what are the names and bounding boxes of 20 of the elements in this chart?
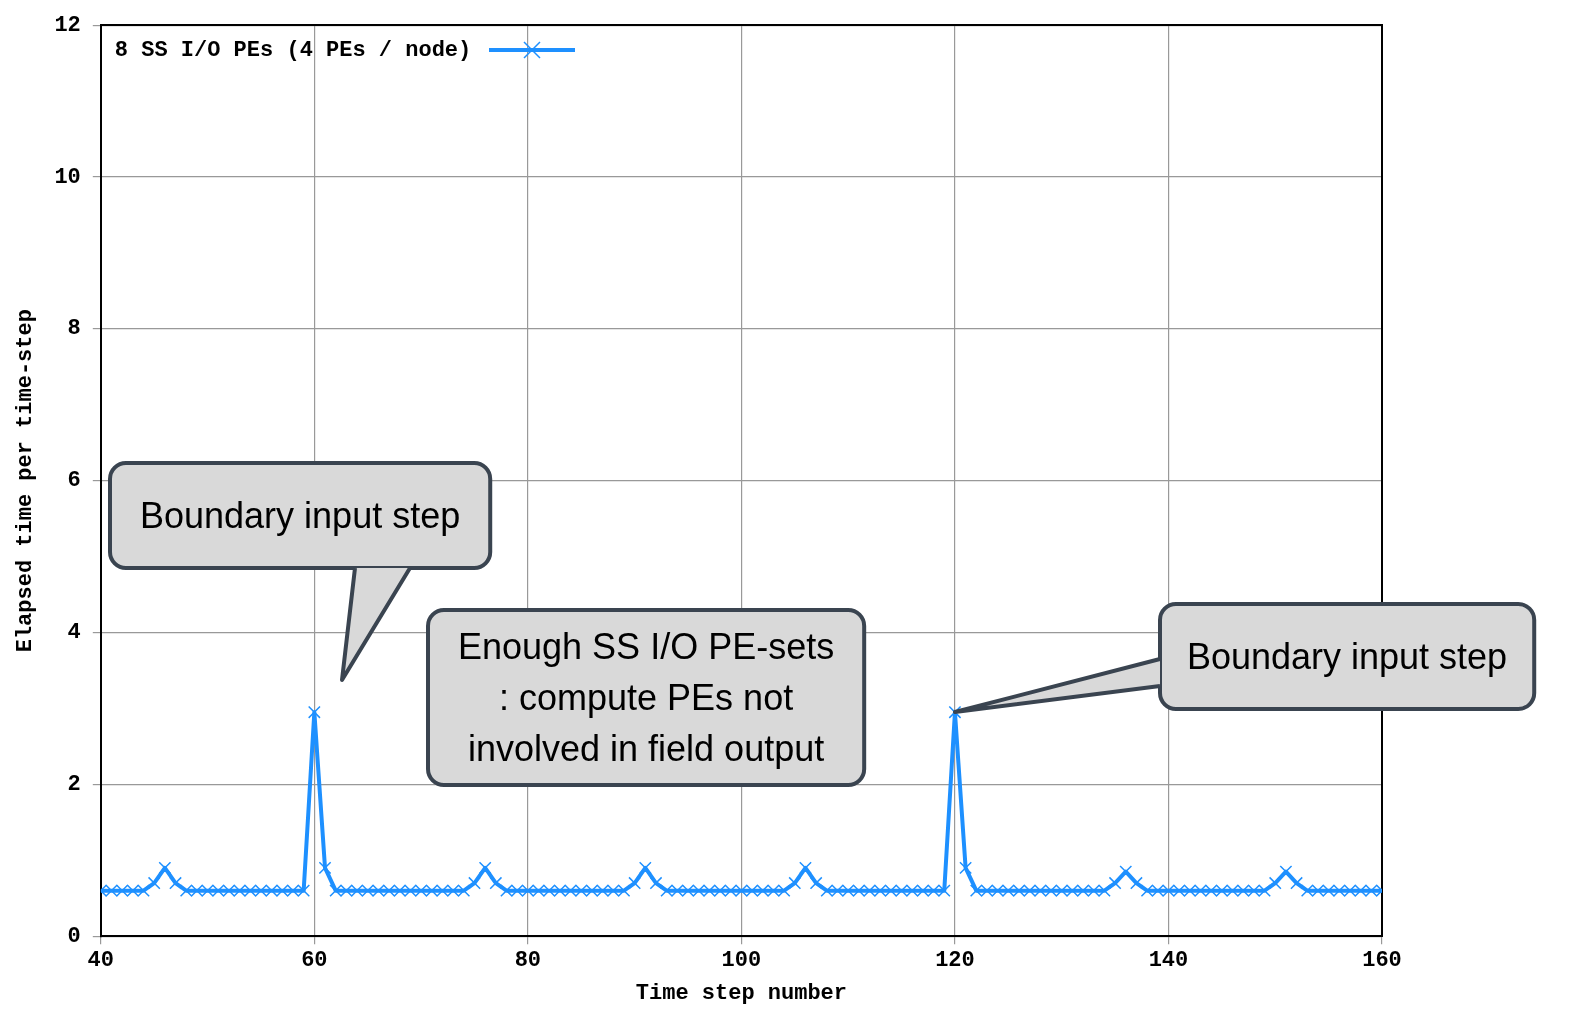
legend-label: 8 SS I/O PEs (4 PEs / node) [114, 37, 472, 63]
y-tick-label: 2 [67, 771, 81, 797]
annotation: Boundary input step [139, 494, 461, 538]
x-tick-label: 160 [1362, 947, 1402, 973]
annotation: Boundary input step [1186, 635, 1508, 680]
y-tick-label: 0 [67, 923, 81, 949]
x-tick-label: 40 [87, 947, 115, 973]
x-tick-label: 140 [1148, 947, 1189, 973]
annotation: Enough SS I/O PE-sets : compute PEs not involved in field output [457, 625, 835, 771]
y-tick-label: 8 [67, 316, 81, 342]
x-tick-label: 60 [301, 947, 328, 973]
x-tick-label: 100 [721, 947, 762, 973]
x-axis-title: Time step number [635, 981, 848, 1007]
y-tick-label: 10 [54, 164, 81, 190]
x-tick-label: 80 [514, 947, 542, 973]
y-tick-label: 12 [54, 12, 81, 38]
x-tick-label: 120 [935, 947, 975, 973]
y-tick-label: 6 [67, 468, 81, 494]
y-axis-title: Elapsed time per time-step [12, 309, 38, 653]
y-tick-label: 4 [67, 620, 81, 646]
